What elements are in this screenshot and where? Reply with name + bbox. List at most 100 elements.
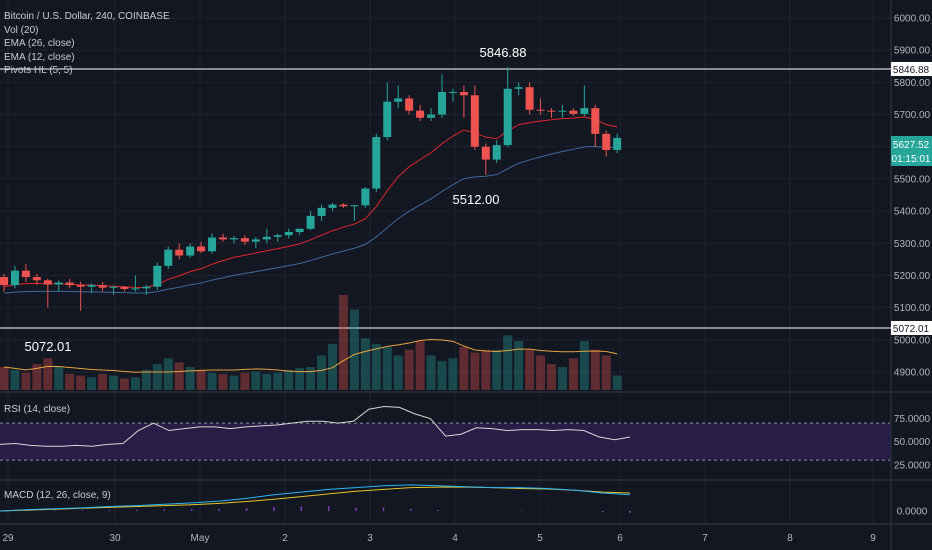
candle-body bbox=[427, 114, 436, 118]
candle-body bbox=[229, 238, 238, 240]
candle-body bbox=[328, 204, 337, 208]
candle-body bbox=[87, 285, 96, 287]
candle-body bbox=[339, 204, 348, 207]
volume-bar bbox=[273, 372, 283, 390]
indicator-volume[interactable]: Vol (20) bbox=[4, 24, 39, 36]
candle-body bbox=[350, 205, 359, 207]
candle-body bbox=[120, 286, 129, 289]
countdown-badge: 01:15:01 bbox=[892, 154, 931, 165]
candle-body bbox=[175, 249, 184, 256]
volume-bar bbox=[393, 355, 403, 390]
volume-bar bbox=[262, 373, 272, 390]
volume-bar bbox=[579, 341, 589, 390]
volume-bars bbox=[0, 295, 622, 390]
candle-body bbox=[208, 237, 217, 252]
candle-body bbox=[153, 265, 162, 287]
volume-bar bbox=[196, 369, 206, 390]
volume-bar bbox=[32, 364, 42, 390]
rsi-tick-label: 50.0000 bbox=[894, 437, 931, 448]
volume-bar bbox=[525, 349, 535, 390]
candles[interactable] bbox=[0, 67, 622, 311]
volume-bar bbox=[470, 352, 480, 390]
price-tick-label: 6000.00 bbox=[894, 14, 931, 25]
candle-body bbox=[142, 286, 151, 289]
low-price-badge: 5072.01 bbox=[893, 324, 930, 335]
volume-bar bbox=[459, 346, 469, 390]
price-tick-label: 5200.00 bbox=[894, 271, 931, 282]
macd-pane bbox=[0, 484, 631, 513]
candle-body bbox=[547, 110, 556, 112]
candle-body bbox=[262, 236, 271, 240]
volume-bar bbox=[251, 371, 261, 390]
price-badges: 5846.88 5072.01 5627.52 01:15:01 bbox=[891, 62, 932, 335]
volume-bar bbox=[536, 355, 546, 390]
candle-body bbox=[591, 108, 600, 134]
macd-line bbox=[0, 484, 631, 512]
volume-bar bbox=[547, 364, 556, 390]
candle-body bbox=[186, 246, 195, 256]
time-tick-label: 4 bbox=[452, 533, 458, 544]
time-tick-label: 30 bbox=[109, 533, 121, 544]
volume-bar bbox=[590, 349, 600, 390]
high-price-badge: 5846.88 bbox=[893, 65, 930, 76]
volume-ma-line bbox=[3, 338, 618, 373]
time-tick-label: 29 bbox=[2, 533, 14, 544]
candle-body bbox=[0, 277, 8, 286]
candle-body bbox=[383, 101, 392, 138]
time-tick-label: 7 bbox=[702, 533, 708, 544]
candle-body bbox=[514, 87, 523, 89]
volume-bar bbox=[119, 378, 129, 390]
rsi-band bbox=[0, 423, 890, 461]
volume-bar bbox=[437, 361, 447, 390]
candle-body bbox=[131, 288, 140, 290]
volume-bar bbox=[10, 369, 20, 390]
volume-bar bbox=[141, 369, 151, 390]
volume-bar bbox=[152, 364, 162, 390]
candle-body bbox=[10, 270, 19, 286]
candle-body bbox=[372, 137, 381, 189]
price-tick-label: 5800.00 bbox=[894, 78, 931, 89]
volume-bar bbox=[415, 341, 425, 390]
indicator-ema26[interactable]: EMA (26, close) bbox=[4, 38, 75, 50]
rsi-title[interactable]: RSI (14, close) bbox=[4, 404, 71, 415]
volume-bar bbox=[87, 377, 97, 390]
volume-bar bbox=[109, 375, 118, 390]
candle-body bbox=[65, 282, 74, 286]
candle-body bbox=[503, 88, 512, 146]
indicator-ema12[interactable]: EMA (12, close) bbox=[4, 51, 75, 63]
macd-title[interactable]: MACD (12, 26, close, 9) bbox=[4, 490, 111, 501]
volume-bar bbox=[218, 373, 228, 390]
time-tick-label: 5 bbox=[537, 533, 543, 544]
volume-bar bbox=[481, 349, 491, 390]
candle-body bbox=[525, 87, 534, 110]
volume-bar bbox=[240, 372, 250, 390]
volume-bar bbox=[163, 358, 173, 390]
volume-bar bbox=[503, 335, 513, 390]
candle-body bbox=[21, 270, 30, 278]
volume-bar bbox=[76, 375, 86, 390]
volume-bar bbox=[229, 375, 239, 390]
volume-bar bbox=[382, 346, 392, 390]
labels: 5846.88 5512.00 5072.01 bbox=[25, 45, 527, 354]
horizontal-lines bbox=[0, 68, 891, 329]
indicator-pivots[interactable]: Pivots HL (5, 5) bbox=[4, 65, 73, 77]
volume-bar bbox=[404, 349, 414, 390]
volume-bar bbox=[328, 343, 337, 390]
candle-body bbox=[251, 239, 260, 242]
volume-bar bbox=[601, 355, 611, 390]
candle-body bbox=[164, 249, 173, 266]
volume-bar bbox=[207, 372, 217, 390]
volume-bar bbox=[174, 362, 184, 390]
volume-bar bbox=[371, 343, 381, 390]
volume-bar bbox=[65, 373, 75, 390]
time-tick-label: 9 bbox=[870, 533, 876, 544]
candle-body bbox=[569, 110, 578, 114]
symbol-title[interactable]: Bitcoin / U.S. Dollar, 240, COINBASE bbox=[4, 11, 170, 22]
current-price-badge: 5627.52 bbox=[893, 140, 930, 151]
candle-body bbox=[306, 215, 315, 229]
volume-bar bbox=[0, 366, 9, 390]
volume-bar bbox=[284, 369, 294, 390]
candle-body bbox=[273, 235, 282, 237]
